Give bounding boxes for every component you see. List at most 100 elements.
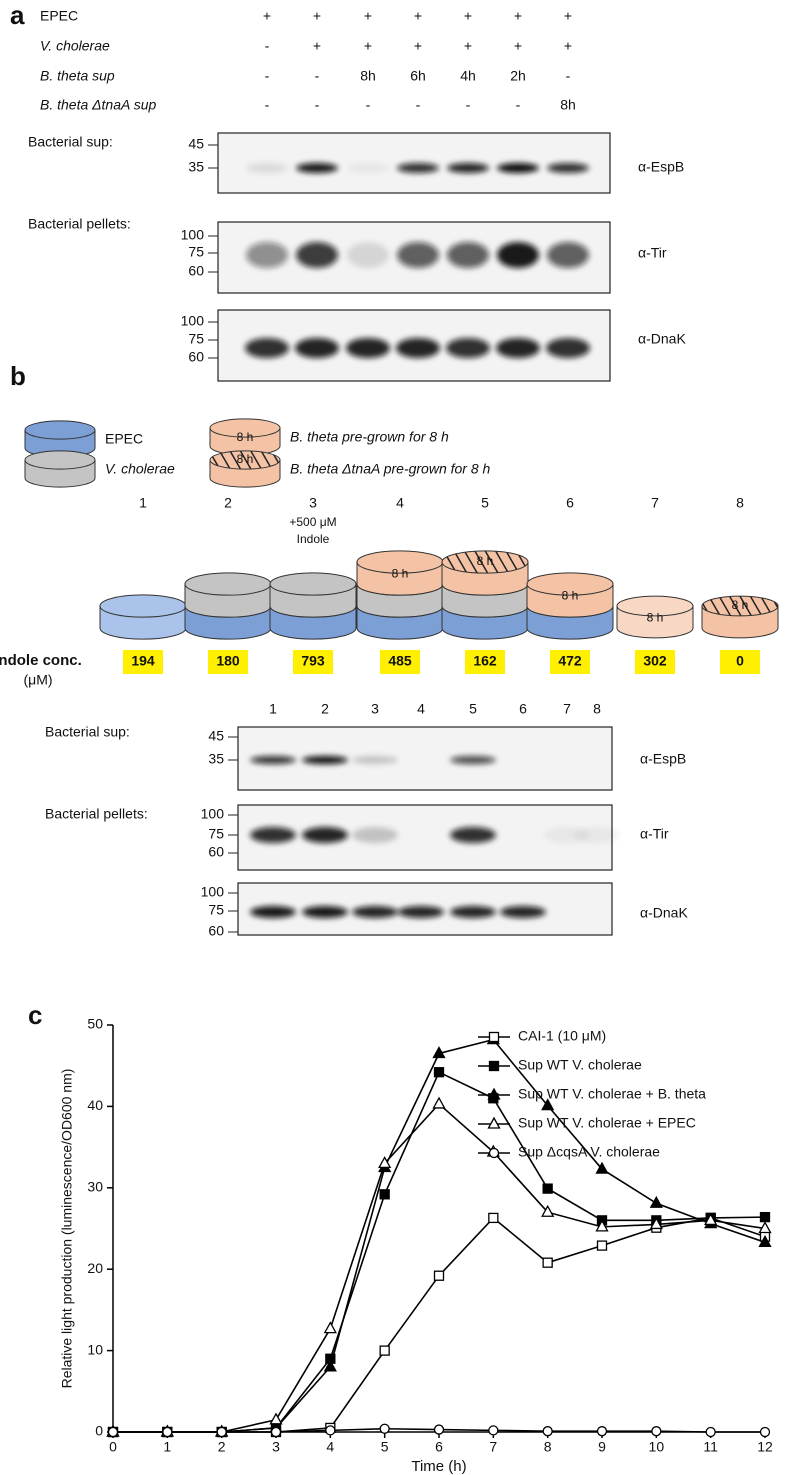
- bands: [250, 906, 546, 918]
- indole-box: [550, 650, 590, 674]
- condition-value: -: [265, 97, 270, 113]
- x-tick-label: 9: [598, 1439, 606, 1455]
- legend-marker: [488, 1031, 500, 1043]
- point: [542, 1257, 553, 1268]
- tube-number: 5: [481, 495, 489, 511]
- point: [596, 1426, 608, 1437]
- tube-number: 8: [736, 495, 744, 511]
- condition-label: B. theta sup: [40, 68, 115, 84]
- condition-value: -: [466, 97, 471, 113]
- legend-label: B. theta ΔtnaA pre-grown for 8 h: [290, 461, 491, 477]
- point: [379, 1423, 390, 1434]
- band: [352, 827, 398, 843]
- y-axis-title: Relative light production (luminescence/…: [59, 1069, 75, 1389]
- tube-number: 1: [139, 495, 147, 511]
- point: [107, 1426, 119, 1438]
- marker-label: 75: [188, 244, 204, 260]
- cylinder-top: [269, 572, 357, 596]
- legend-label: EPEC: [105, 431, 143, 447]
- x-axis-title: Time (h): [411, 1458, 466, 1475]
- indole-unit: (μM): [23, 672, 52, 688]
- point: [704, 1213, 718, 1226]
- bands: [250, 756, 496, 764]
- tube-number: 2: [224, 495, 232, 511]
- point: [595, 1219, 609, 1232]
- condition-value: +: [564, 8, 572, 24]
- indole-value: 180: [216, 653, 240, 669]
- band: [496, 338, 540, 358]
- band: [547, 163, 589, 173]
- band: [447, 242, 489, 268]
- y-tick-label: 40: [87, 1097, 103, 1113]
- condition-value: 2h: [510, 68, 526, 84]
- band: [497, 242, 539, 268]
- y-tick-label: 50: [87, 1016, 103, 1032]
- band: [497, 163, 539, 173]
- x-tick-label: 0: [109, 1439, 117, 1455]
- marker-label: 60: [188, 263, 204, 279]
- lane-number: 1: [269, 701, 277, 717]
- marker-label: 100: [181, 313, 205, 329]
- band: [547, 242, 589, 268]
- band: [397, 163, 439, 173]
- band: [397, 242, 439, 268]
- band: [302, 756, 348, 764]
- lane-number: 4: [417, 701, 425, 717]
- condition-label: B. theta ΔtnaA sup: [40, 97, 156, 113]
- tube-number: 3: [309, 495, 317, 511]
- point: [323, 1321, 337, 1334]
- tube-label: 8 h: [477, 554, 494, 568]
- condition-value: +: [414, 8, 422, 24]
- condition-value: -: [265, 68, 270, 84]
- indole-label: Indole conc.: [0, 652, 82, 669]
- condition-value: -: [366, 97, 371, 113]
- blot-frame: [237, 726, 613, 791]
- point: [596, 1240, 608, 1251]
- x-tick-label: 7: [489, 1439, 497, 1455]
- tube-label: 8 h: [732, 598, 749, 612]
- antibody-label: α-Tir: [640, 826, 669, 842]
- condition-value: +: [313, 38, 321, 54]
- band: [296, 242, 338, 268]
- x-tick-label: 6: [435, 1439, 443, 1455]
- antibody-label: α-DnaK: [640, 905, 688, 921]
- x-tick-label: 5: [381, 1439, 389, 1455]
- point: [270, 1426, 282, 1438]
- indole-box: [293, 650, 333, 674]
- condition-label: V. cholerae: [40, 38, 110, 54]
- point: [649, 1195, 663, 1208]
- y-tick-label: 0: [95, 1423, 103, 1439]
- indole-box: [123, 650, 163, 674]
- point: [269, 1412, 283, 1425]
- point: [162, 1426, 173, 1438]
- point: [541, 1098, 555, 1111]
- blot-frame: [217, 132, 611, 194]
- x-tick-label: 2: [218, 1439, 226, 1455]
- lane-number: 7: [563, 701, 571, 717]
- band: [500, 906, 546, 918]
- band: [347, 242, 389, 268]
- point: [432, 1046, 446, 1059]
- band: [352, 906, 398, 918]
- panel-letter: c: [28, 1000, 42, 1030]
- x-tick-label: 12: [757, 1439, 773, 1455]
- antibody-label: α-Tir: [638, 245, 667, 261]
- lane-number: 5: [469, 701, 477, 717]
- band: [450, 827, 496, 843]
- y-tick-label: 20: [87, 1260, 103, 1276]
- point: [432, 1096, 446, 1109]
- marker-label: 60: [208, 844, 224, 860]
- point: [488, 1212, 499, 1224]
- tube-label: 8 h: [647, 610, 664, 624]
- bands: [245, 338, 590, 358]
- band: [302, 906, 348, 918]
- condition-value: +: [414, 38, 422, 54]
- condition-value: -: [416, 97, 421, 113]
- condition-value: +: [514, 8, 522, 24]
- condition-value: -: [265, 38, 270, 54]
- point: [433, 1424, 445, 1435]
- marker-label: 75: [188, 331, 204, 347]
- point: [542, 1183, 553, 1194]
- point: [216, 1426, 227, 1438]
- cylinder-top: [24, 420, 96, 440]
